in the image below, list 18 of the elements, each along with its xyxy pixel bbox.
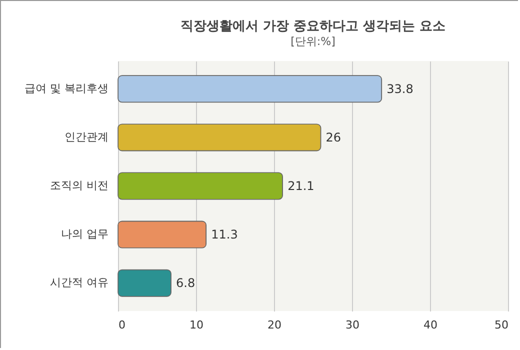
x-tick-label: 40 xyxy=(424,318,438,332)
data-label: 21.1 xyxy=(288,179,314,193)
chart-title: 직장생활에서 가장 중요하다고 생각되는 요소 xyxy=(180,19,446,34)
chart-subtitle: [단위:%] xyxy=(290,35,336,48)
data-label: 26 xyxy=(326,130,342,144)
y-tick-label: 시간적 여유 xyxy=(50,276,108,290)
x-tick-label: 50 xyxy=(494,318,508,332)
data-label: 11.3 xyxy=(211,228,238,242)
y-tick-label: 인간관계 xyxy=(64,130,108,144)
x-tick-label: 20 xyxy=(268,318,282,332)
data-label: 33.8 xyxy=(386,82,414,96)
y-tick-label: 조직의 비전 xyxy=(50,179,108,192)
y-tick-label: 급여 및 복리후생 xyxy=(24,82,108,95)
y-tick-label: 나의 업무 xyxy=(61,228,108,241)
x-tick-label: 0 xyxy=(118,318,126,332)
x-tick-label: 30 xyxy=(346,318,360,332)
data-label: 6.8 xyxy=(176,276,196,290)
x-tick-label: 10 xyxy=(190,318,204,332)
